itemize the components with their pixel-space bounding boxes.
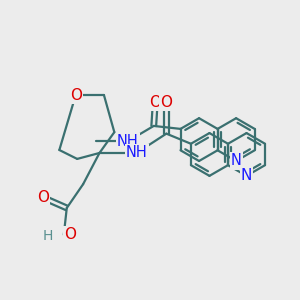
Text: O: O xyxy=(64,227,76,242)
Text: N: N xyxy=(231,154,242,169)
Text: O: O xyxy=(37,190,49,205)
Text: H: H xyxy=(42,229,52,243)
Text: O: O xyxy=(70,88,82,103)
Text: O: O xyxy=(160,95,172,110)
Text: O: O xyxy=(149,94,161,110)
Text: NH: NH xyxy=(126,146,148,160)
Text: NH: NH xyxy=(117,134,139,149)
Text: N: N xyxy=(241,168,252,183)
